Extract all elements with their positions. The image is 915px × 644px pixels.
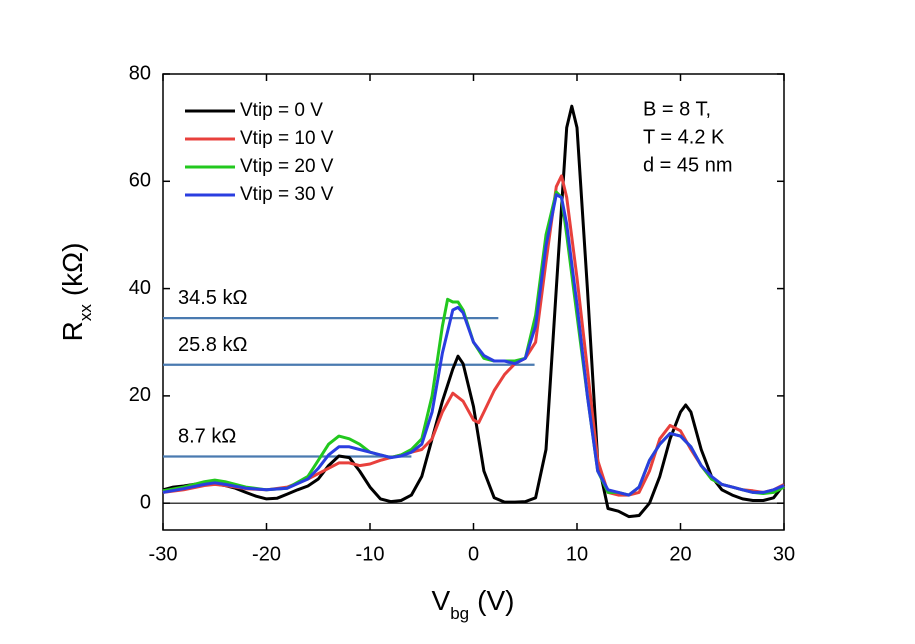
legend-label: Vtip = 30 V bbox=[240, 184, 334, 205]
legend-label: Vtip = 10 V bbox=[240, 128, 334, 149]
reference-label: 34.5 kΩ bbox=[178, 287, 247, 309]
x-tick-label: -10 bbox=[356, 543, 385, 565]
x-axis-label-sub: bg bbox=[450, 604, 469, 623]
annotation: B = 8 T, bbox=[643, 98, 711, 120]
y-axis-label-sub: xx bbox=[76, 304, 95, 322]
y-tick-label: 60 bbox=[129, 170, 151, 192]
data-line bbox=[162, 104, 786, 519]
x-tick-label: 10 bbox=[566, 543, 588, 565]
y-tick-label: 20 bbox=[129, 384, 151, 406]
x-axis-label-main: V bbox=[432, 585, 451, 616]
reference-label: 8.7 kΩ bbox=[178, 426, 236, 448]
x-axis-label: Vbg (V) bbox=[432, 585, 515, 623]
y-axis-label-unit: (kΩ) bbox=[57, 243, 88, 297]
reference-label: 25.8 kΩ bbox=[178, 334, 247, 356]
x-axis-label-unit: (V) bbox=[477, 585, 514, 616]
x-tick-label: 20 bbox=[669, 543, 691, 565]
legend-label: Vtip = 0 V bbox=[240, 100, 323, 121]
x-tick-label: 30 bbox=[773, 543, 795, 565]
x-tick-label: 0 bbox=[468, 543, 479, 565]
y-tick-label: 40 bbox=[129, 277, 151, 299]
data-line bbox=[162, 193, 785, 497]
legend-label: Vtip = 20 V bbox=[240, 156, 334, 177]
annotation: T = 4.2 K bbox=[643, 126, 725, 148]
x-tick-label: -30 bbox=[149, 543, 178, 565]
x-tick-label: -20 bbox=[252, 543, 281, 565]
y-axis-label-main: R bbox=[57, 321, 88, 341]
annotation: d = 45 nm bbox=[643, 154, 733, 176]
y-tick-label: 0 bbox=[140, 491, 151, 513]
y-axis-label: Rxx (kΩ) bbox=[57, 243, 95, 342]
y-tick-label: 80 bbox=[129, 62, 151, 84]
